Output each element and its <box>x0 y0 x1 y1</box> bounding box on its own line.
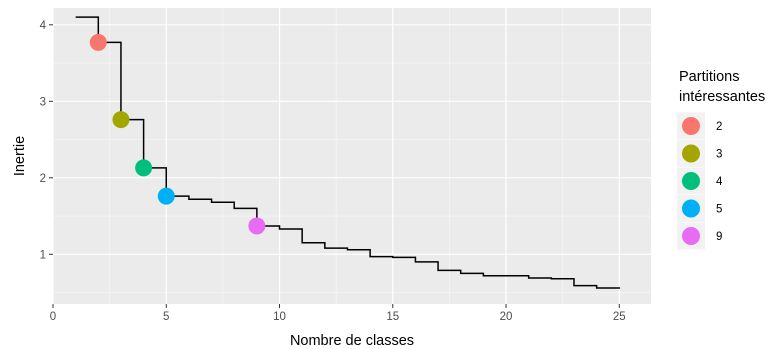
legend-label-4: 4 <box>716 176 723 188</box>
partition-point-9 <box>248 217 266 235</box>
legend-key-2 <box>682 117 700 135</box>
plot-panel <box>53 8 651 304</box>
y-tick-label: 3 <box>40 96 46 108</box>
legend-key-3 <box>682 144 700 163</box>
y-tick-label: 2 <box>40 173 46 185</box>
legend-label-9: 9 <box>716 231 722 243</box>
major-gridlines <box>52 8 651 304</box>
x-tick-label: 15 <box>386 311 399 323</box>
partition-point-5 <box>157 187 175 205</box>
legend-key-9 <box>682 227 700 245</box>
y-tick-label: 4 <box>40 20 47 32</box>
legend-title-line-2: intéressantes <box>679 89 765 105</box>
legend-key-4 <box>682 172 700 190</box>
x-axis-title: Nombre de classes <box>290 333 414 349</box>
legend: Partitions intéressantes 2 3 4 5 9 <box>677 69 765 250</box>
minor-gridlines <box>53 8 651 304</box>
partition-point-3 <box>112 111 130 129</box>
y-axis-ticks: 1 2 3 4 <box>40 20 53 261</box>
x-tick-label: 10 <box>273 311 286 323</box>
legend-items: 2 3 4 5 9 <box>677 112 723 250</box>
x-tick-label: 20 <box>500 311 513 323</box>
x-tick-label: 5 <box>163 311 169 323</box>
highlighted-partitions <box>89 33 266 235</box>
y-axis-title: Inertie <box>12 136 28 176</box>
legend-label-5: 5 <box>716 204 722 216</box>
partition-point-2 <box>89 33 107 51</box>
legend-title-line-1: Partitions <box>679 69 739 85</box>
legend-label-2: 2 <box>716 121 722 133</box>
y-tick-label: 1 <box>40 249 46 261</box>
partition-point-4 <box>135 159 153 177</box>
legend-label-3: 3 <box>716 149 722 161</box>
legend-key-5 <box>682 199 700 218</box>
x-axis-ticks: 0 5 10 15 20 25 <box>50 304 626 323</box>
x-tick-label: 25 <box>613 311 626 323</box>
x-tick-label: 0 <box>50 311 56 323</box>
